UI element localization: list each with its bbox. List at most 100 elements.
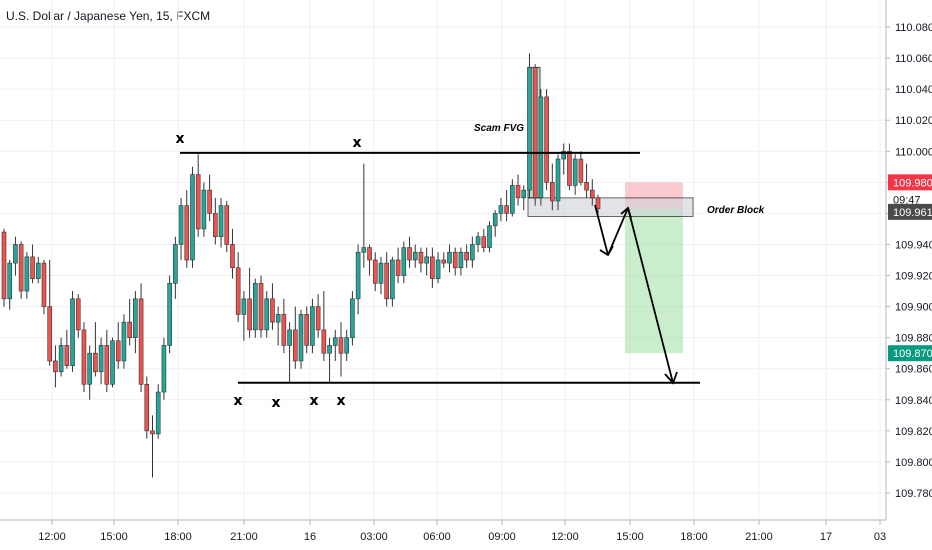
candle-body xyxy=(13,244,18,264)
candle-body xyxy=(258,282,264,331)
x-tick-label: 15:00 xyxy=(616,531,644,543)
x-tick-label: 21:00 xyxy=(230,531,258,543)
candle-body xyxy=(190,174,195,261)
candle-body xyxy=(521,189,527,199)
candle-body xyxy=(367,247,372,261)
candle-body xyxy=(264,298,270,331)
candle-body xyxy=(430,256,435,279)
candle-body xyxy=(64,345,70,366)
x-tick-label: 18:00 xyxy=(164,531,192,543)
y-tick-label: 109.860 xyxy=(895,364,932,376)
candle-body xyxy=(310,306,315,346)
y-tick-label: 110.060 xyxy=(895,53,932,65)
order-block-box xyxy=(527,197,694,218)
candle-body xyxy=(115,340,121,362)
candles-layer xyxy=(1,53,601,478)
price-badge xyxy=(888,174,932,191)
x-mark: x xyxy=(175,131,184,147)
y-tick-label: 110.080 xyxy=(895,22,932,34)
candle-body xyxy=(441,259,447,264)
candle-body xyxy=(241,298,247,315)
candle-body xyxy=(407,247,412,261)
candle-body xyxy=(561,150,567,160)
candle-body xyxy=(401,247,407,276)
candle-body xyxy=(201,189,207,230)
candle-body xyxy=(492,213,498,227)
candle-body xyxy=(178,205,184,245)
y-tick-label: 109.880 xyxy=(895,333,932,345)
candle-body xyxy=(167,282,172,346)
order-block-label: Order Block xyxy=(707,205,765,216)
candle-body xyxy=(110,340,115,385)
price-badge xyxy=(888,203,932,220)
candle-body xyxy=(81,329,87,385)
candle-body xyxy=(481,236,487,248)
candle-body xyxy=(138,298,144,385)
candle-body xyxy=(270,298,275,323)
candle-body xyxy=(35,262,41,279)
candle-body xyxy=(218,205,224,237)
candle-body xyxy=(30,256,35,279)
candle-body xyxy=(344,337,349,354)
candle-body xyxy=(7,262,13,300)
candle-body xyxy=(372,259,378,284)
y-tick-label: 110.020 xyxy=(895,115,932,127)
candle-body xyxy=(458,251,464,269)
candle-body xyxy=(87,352,92,385)
candle-body xyxy=(58,345,64,373)
y-tick-label: 109.780 xyxy=(895,488,932,500)
candle-body xyxy=(133,298,138,338)
candle-body xyxy=(150,430,155,435)
x-tick-label: 18:00 xyxy=(680,531,708,543)
candle-body xyxy=(287,329,292,346)
candle-body xyxy=(527,67,532,191)
x-tick-label: 03:00 xyxy=(360,531,388,543)
arrow-up xyxy=(607,207,629,256)
candle-body xyxy=(578,158,584,183)
x-tick-label: 21:00 xyxy=(745,531,773,543)
candle-body xyxy=(304,314,310,346)
candle-body xyxy=(281,314,287,346)
candle-body xyxy=(195,174,201,230)
x-mark: x xyxy=(336,393,345,409)
x-tick-label: 15:00 xyxy=(100,531,128,543)
candle-body xyxy=(24,256,30,292)
x-tick-label: 17 xyxy=(820,531,832,543)
y-tick-label: 109.820 xyxy=(895,426,932,438)
candle-body xyxy=(550,182,555,202)
x-mark: x xyxy=(271,395,280,411)
candle-body xyxy=(207,189,212,214)
candle-body xyxy=(98,345,104,373)
candle-body xyxy=(447,251,452,264)
candle-body xyxy=(104,345,110,385)
candle-body xyxy=(510,185,515,214)
candle-body xyxy=(173,244,178,284)
scam-fvg-label: Scam FVG xyxy=(474,123,524,134)
candle-body xyxy=(253,282,258,331)
y-tick-label: 110.040 xyxy=(895,84,932,96)
y-tick-label: 109.940 xyxy=(895,239,932,251)
x-mark: x xyxy=(352,135,361,151)
arrow-head-2 xyxy=(664,371,678,385)
price-badge xyxy=(888,191,932,208)
x-tick-label: 03 xyxy=(874,531,886,543)
candle-body xyxy=(213,213,218,237)
candle-body xyxy=(53,360,58,373)
x-tick-label: 12:00 xyxy=(551,531,579,543)
candle-body xyxy=(350,298,355,338)
candle-body xyxy=(327,345,332,354)
candle-body xyxy=(235,267,241,315)
candle-body xyxy=(18,244,24,292)
candle-body xyxy=(224,205,230,245)
candle-body xyxy=(144,383,150,432)
candle-body xyxy=(155,391,161,435)
candle-body xyxy=(384,262,389,300)
candle-body xyxy=(1,231,7,300)
candle-body xyxy=(315,306,321,331)
candle-body xyxy=(452,251,458,269)
candle-body xyxy=(41,262,47,307)
candle-body xyxy=(127,321,132,338)
candle-body xyxy=(338,337,344,354)
